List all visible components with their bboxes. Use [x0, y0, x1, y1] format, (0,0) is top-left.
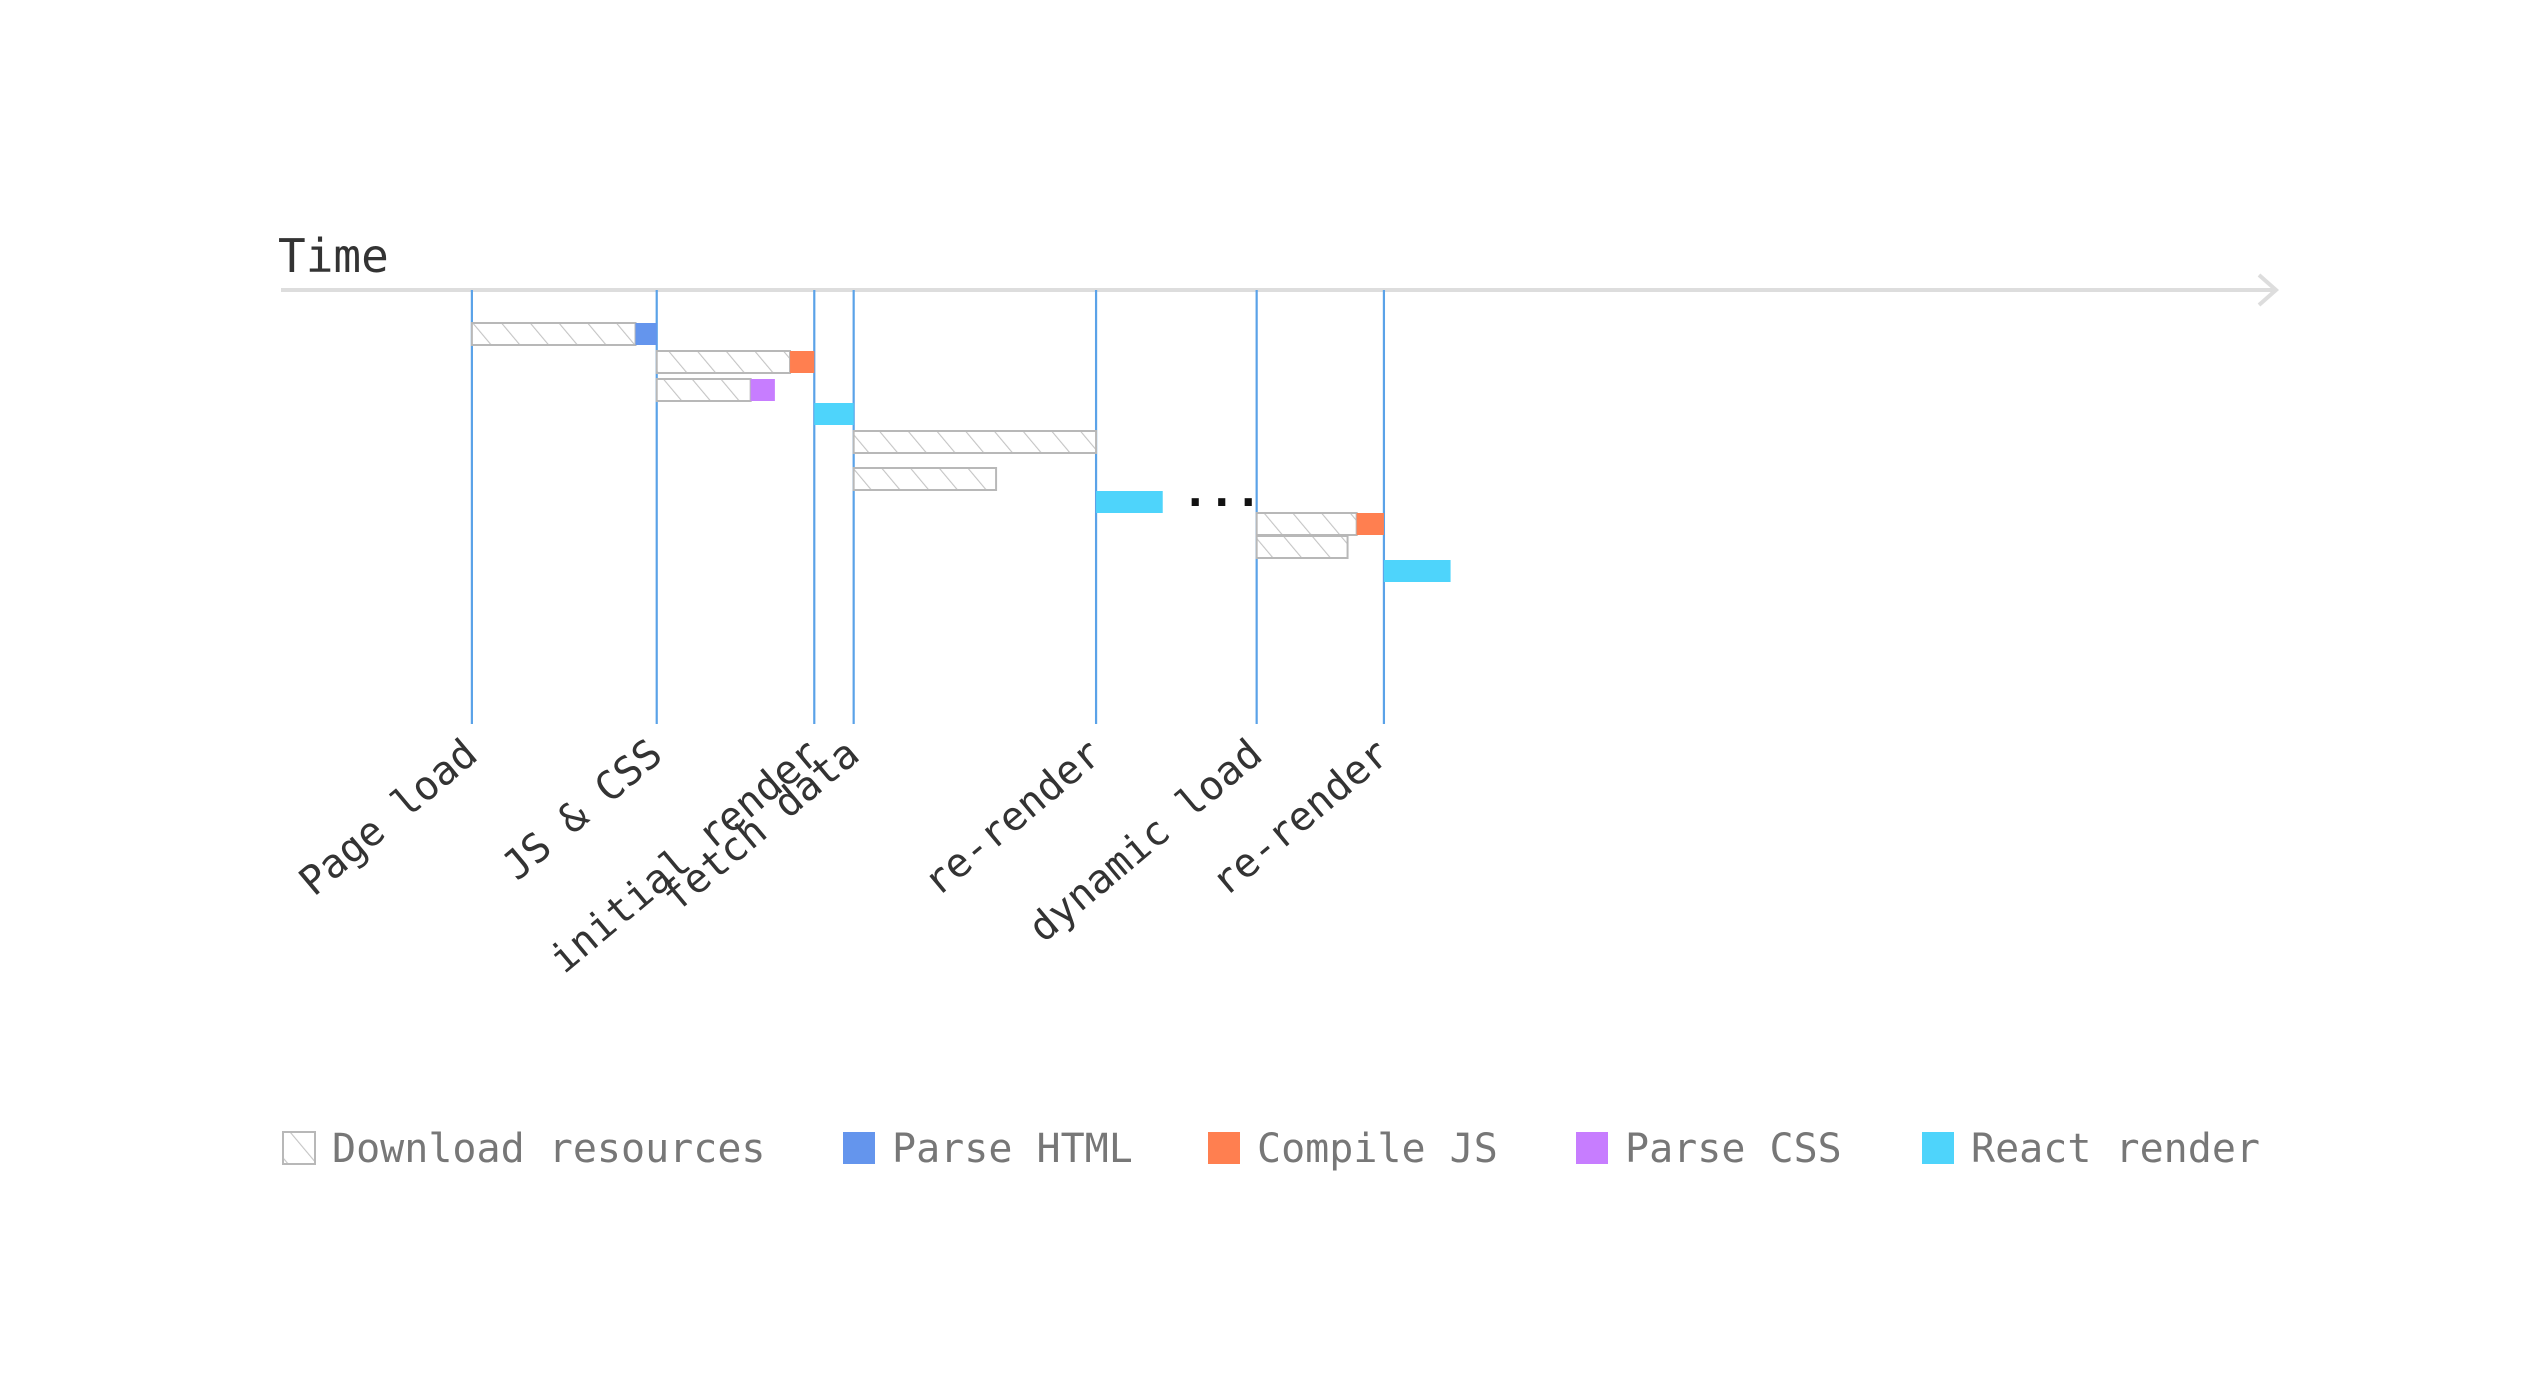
compile-js-bar	[1356, 513, 1384, 535]
download-bar	[1255, 512, 1358, 536]
download-bar	[655, 378, 752, 402]
parse-html-bar	[635, 323, 657, 345]
legend-label: Parse CSS	[1625, 1126, 1842, 1172]
event-label: Page load	[291, 730, 487, 905]
ellipsis: ...	[1182, 466, 1261, 517]
legend-swatch-react-render	[1922, 1132, 1954, 1164]
download-bar	[470, 322, 637, 346]
legend-label: Parse HTML	[892, 1126, 1133, 1172]
react-render-bar	[814, 403, 854, 425]
compile-js-bar	[790, 351, 815, 373]
download-bar	[655, 350, 792, 374]
legend-swatch-download	[282, 1131, 316, 1165]
axis-arrow-icon	[2257, 273, 2280, 307]
legend-swatch-compile-js	[1208, 1132, 1240, 1164]
parse-css-bar	[750, 379, 775, 401]
legend-label: React render	[1971, 1126, 2260, 1172]
task-bars	[470, 322, 1451, 582]
legend-swatch-parse-html	[843, 1132, 875, 1164]
download-bar	[852, 467, 998, 491]
legend-swatch-parse-css	[1576, 1132, 1608, 1164]
download-bar	[852, 430, 1098, 454]
react-render-bar	[1383, 560, 1451, 582]
legend-label: Compile JS	[1257, 1126, 1498, 1172]
event-label: initial render	[541, 730, 829, 982]
legend-label: Download resources	[332, 1126, 765, 1172]
time-axis	[281, 273, 2280, 307]
axis-title: Time	[278, 229, 389, 283]
react-render-bar	[1096, 491, 1163, 513]
legend: Download resources Parse HTML Compile JS Pa…	[282, 1126, 2260, 1172]
download-bar	[1255, 535, 1349, 559]
